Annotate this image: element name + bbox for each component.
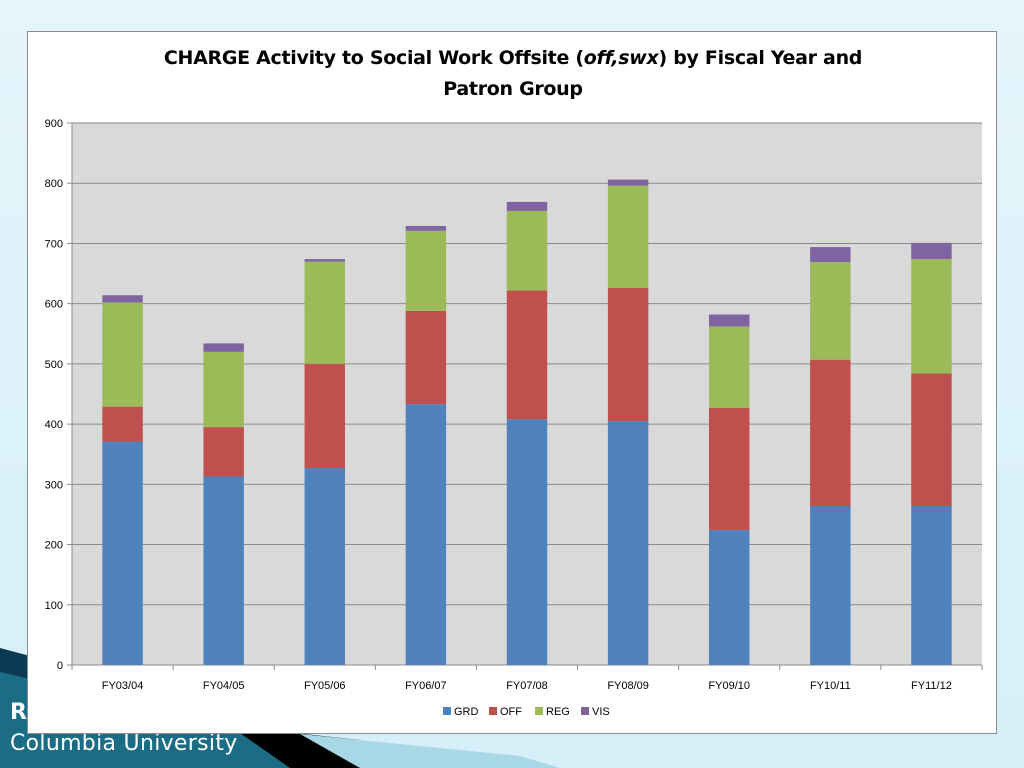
bar-vis xyxy=(709,314,750,327)
chart-title-line1: CHARGE Activity to Social Work Offsite (… xyxy=(28,47,998,69)
bar-reg xyxy=(203,351,244,428)
legend-label-reg: REG xyxy=(546,706,570,718)
bar-grd xyxy=(911,506,952,665)
y-tick-label: 900 xyxy=(45,118,63,130)
y-tick-label: 100 xyxy=(45,600,63,612)
bar-off xyxy=(203,427,244,477)
bar-grd xyxy=(607,421,649,665)
legend-swatch-off xyxy=(489,707,497,715)
x-tick-label: FY03/04 xyxy=(102,680,144,692)
bar-reg xyxy=(810,262,851,360)
x-tick-label: FY07/08 xyxy=(506,680,548,692)
x-tick-label: FY08/09 xyxy=(607,680,649,692)
x-tick-label: FY04/05 xyxy=(203,680,245,692)
legend-label-off: OFF xyxy=(500,706,522,718)
bar-vis xyxy=(304,259,345,262)
chart-title-line2: Patron Group xyxy=(443,78,583,100)
y-tick-label: 500 xyxy=(45,359,63,371)
bar-reg xyxy=(102,302,143,407)
y-tick-label: 200 xyxy=(45,540,63,552)
legend-swatch-vis xyxy=(581,707,589,715)
y-tick-label: 300 xyxy=(45,479,63,491)
y-tick-label: 400 xyxy=(45,419,63,431)
bar-reg xyxy=(911,259,952,374)
bar-grd xyxy=(506,419,548,665)
bar-off xyxy=(607,288,649,422)
bar-off xyxy=(810,359,851,507)
bar-reg xyxy=(506,210,548,291)
bar-reg xyxy=(607,185,649,289)
legend-label-grd: GRD xyxy=(454,706,479,718)
bar-grd xyxy=(304,468,345,665)
footer-university-name: Columbia University xyxy=(10,731,238,756)
x-tick-label: FY10/11 xyxy=(810,680,851,692)
footer-text-line1: R xyxy=(10,700,27,725)
chart-title-part: off,swx xyxy=(583,47,659,69)
bar-off xyxy=(102,406,143,442)
bar-vis xyxy=(607,179,649,186)
bar-vis xyxy=(203,343,244,352)
bar-reg xyxy=(405,230,447,311)
y-tick-label: 700 xyxy=(45,238,63,250)
bar-grd xyxy=(405,404,447,665)
y-tick-label: 600 xyxy=(45,299,63,311)
bar-grd xyxy=(102,441,143,665)
chart-title-part: CHARGE Activity to Social Work Offsite ( xyxy=(163,47,584,69)
bar-reg xyxy=(709,326,750,408)
x-tick-label: FY09/10 xyxy=(708,680,750,692)
bar-grd xyxy=(810,506,851,665)
legend-label-vis: VIS xyxy=(592,706,610,718)
legend-swatch-grd xyxy=(443,707,451,715)
bar-off xyxy=(911,373,952,507)
chart-frame: CHARGE Activity to Social Work Offsite (… xyxy=(27,31,997,734)
bar-off xyxy=(709,407,750,531)
bar-vis xyxy=(506,201,548,211)
bar-grd xyxy=(203,476,244,665)
y-tick-label: 0 xyxy=(57,660,63,672)
chart-canvas: 0 100 200 300 400 500 600 700 800 900 FY03/04 FY04/… xyxy=(45,118,983,718)
footer-light-wedge xyxy=(300,734,560,768)
chart-title-part: ) by Fiscal Year and xyxy=(658,47,863,69)
bar-off xyxy=(506,290,548,420)
bar-grd xyxy=(709,530,750,665)
bar-reg xyxy=(304,261,345,364)
x-tick-label: FY06/07 xyxy=(405,680,447,692)
legend-swatch-reg xyxy=(535,707,543,715)
bar-vis xyxy=(810,247,851,263)
bar-vis xyxy=(102,295,143,303)
bar-vis xyxy=(911,242,952,260)
x-tick-label: FY05/06 xyxy=(304,680,346,692)
bar-vis xyxy=(405,225,447,231)
y-tick-label: 800 xyxy=(45,178,63,190)
bar-off xyxy=(304,363,345,469)
bar-off xyxy=(405,310,447,405)
x-tick-label: FY11/12 xyxy=(911,680,952,692)
